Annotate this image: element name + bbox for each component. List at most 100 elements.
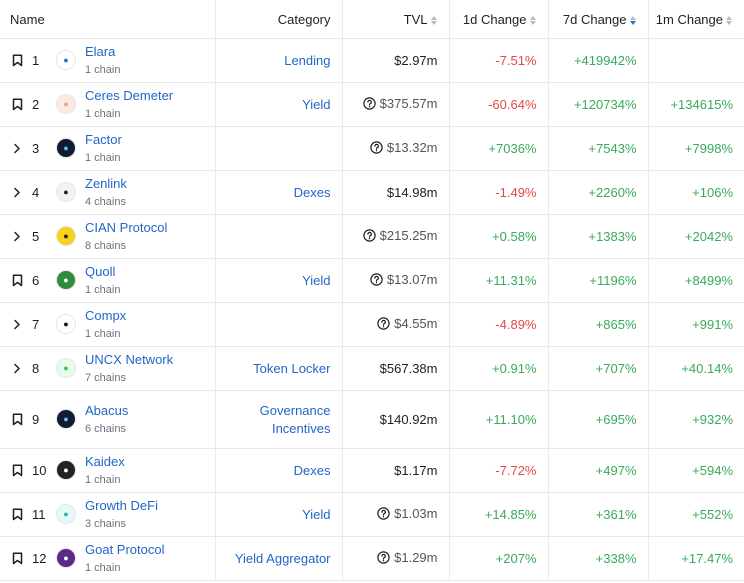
change-1m: +134615%	[648, 82, 744, 127]
table-row[interactable]: 6 ● Quoll 1 chain Yield $13.07m +11.31% +1196% +…	[0, 258, 744, 303]
question-circle-icon[interactable]	[377, 317, 390, 333]
tvl-value: $567.38m	[379, 361, 438, 376]
category-link[interactable]: Dexes	[215, 448, 343, 493]
protocol-name-link[interactable]: Abacus	[85, 402, 129, 418]
table-row[interactable]: 1 ● Elara 1 chain Lending $2.97m -7.51% +419942…	[0, 38, 744, 83]
question-circle-icon[interactable]	[362, 229, 376, 245]
category-link[interactable]	[215, 126, 343, 171]
table-row[interactable]: 9 ● Abacus 6 chains Governance Incentives $14…	[0, 390, 744, 449]
header-7d-change[interactable]: 7d Change	[548, 0, 649, 39]
category-link[interactable]: Yield	[215, 258, 343, 303]
category-link[interactable]	[215, 302, 343, 347]
protocol-name-link[interactable]: Compx	[85, 307, 127, 323]
protocol-name-link[interactable]: Goat Protocol	[85, 541, 165, 557]
table-row[interactable]: 11 ● Growth DeFi 3 chains Yield $1.03m +14.85%…	[0, 492, 744, 537]
chevron-right-icon[interactable]	[10, 317, 24, 331]
change-1m: +40.14%	[648, 346, 744, 391]
chain-count: 1 chain	[85, 107, 121, 120]
growth-defi-logo: ●	[56, 504, 76, 525]
sort-desc-active-icon	[629, 15, 637, 26]
protocol-name-link[interactable]: CIAN Protocol	[85, 219, 168, 235]
category-link[interactable]: Yield Aggregator	[215, 536, 343, 581]
bookmark-icon[interactable]	[10, 551, 24, 565]
category-link[interactable]: Yield	[215, 492, 343, 537]
cell-name: 7 ● Compx 1 chain	[0, 302, 216, 347]
question-circle-icon[interactable]	[362, 97, 376, 113]
header-name[interactable]: Name	[0, 0, 216, 39]
cell-name: 10 ● Kaidex 1 chain	[0, 448, 216, 493]
protocol-name-link[interactable]: Ceres Demeter	[85, 87, 174, 103]
protocol-name-link[interactable]: Quoll	[85, 263, 116, 279]
question-circle-icon[interactable]	[370, 273, 383, 289]
chevron-right-icon[interactable]	[10, 185, 24, 199]
protocol-name-link[interactable]: Zenlink	[85, 175, 127, 191]
bookmark-icon[interactable]	[10, 463, 24, 477]
bookmark-icon[interactable]	[10, 273, 24, 287]
chain-count: 1 chain	[85, 283, 121, 296]
uncx-logo: ●	[56, 358, 76, 379]
header-category[interactable]: Category	[215, 0, 343, 39]
change-1d: +7036%	[449, 126, 549, 171]
table-row[interactable]: 2 ● Ceres Demeter 1 chain Yield $375.57m -60.6…	[0, 82, 744, 127]
ceres-demeter-logo: ●	[56, 94, 76, 115]
category-link[interactable]	[215, 214, 343, 259]
chain-count: 1 chain	[85, 151, 121, 164]
chevron-right-icon[interactable]	[10, 229, 24, 243]
bookmark-icon[interactable]	[10, 97, 24, 111]
header-tvl[interactable]: TVL	[342, 0, 450, 39]
bookmark-icon[interactable]	[10, 507, 24, 521]
category-link[interactable]: Yield	[215, 82, 343, 127]
change-7d: +2260%	[548, 170, 649, 215]
change-7d: +695%	[548, 390, 649, 449]
chevron-right-icon[interactable]	[10, 361, 24, 375]
tvl-value: $13.07m	[386, 272, 438, 287]
table-row[interactable]: 12 ● Goat Protocol 1 chain Yield Aggregator $…	[0, 536, 744, 581]
change-7d: +865%	[548, 302, 649, 347]
bookmark-icon[interactable]	[10, 53, 24, 67]
protocol-name-link[interactable]: Factor	[85, 131, 122, 147]
table-row[interactable]: 4 ● Zenlink 4 chains Dexes $14.98m -1.49% +2260…	[0, 170, 744, 215]
protocol-name-link[interactable]: UNCX Network	[85, 351, 174, 367]
chain-count: 6 chains	[85, 422, 126, 435]
table-row[interactable]: 10 ● Kaidex 1 chain Dexes $1.17m -7.72% +497% +5…	[0, 448, 744, 493]
bookmark-icon[interactable]	[10, 412, 24, 426]
change-1d: -7.72%	[449, 448, 549, 493]
abacus-logo: ●	[56, 409, 76, 430]
table-row[interactable]: 3 ● Factor 1 chain $13.32m +7036% +7543% +7998%	[0, 126, 744, 171]
cell-name: 6 ● Quoll 1 chain	[0, 258, 216, 303]
tvl-value: $1.17m	[394, 463, 438, 478]
chain-count: 1 chain	[85, 327, 121, 340]
sort-icon	[430, 15, 438, 26]
change-1m: +2042%	[648, 214, 744, 259]
table-row[interactable]: 7 ● Compx 1 chain $4.55m -4.89% +865% +991%	[0, 302, 744, 347]
protocol-name-link[interactable]: Elara	[85, 43, 116, 59]
category-link[interactable]: Governance Incentives	[215, 390, 343, 449]
row-rank: 8	[32, 360, 40, 376]
cell-tvl: $2.97m	[342, 38, 450, 83]
cell-name: 12 ● Goat Protocol 1 chain	[0, 536, 216, 581]
protocol-name-link[interactable]: Kaidex	[85, 453, 125, 469]
header-1m-change[interactable]: 1m Change	[648, 0, 744, 39]
zenlink-logo: ●	[56, 182, 76, 203]
question-circle-icon[interactable]	[377, 507, 390, 523]
elara-logo: ●	[56, 50, 76, 71]
category-link[interactable]: Token Locker	[215, 346, 343, 391]
header-category-label: Category	[277, 11, 331, 27]
change-1m: +991%	[648, 302, 744, 347]
question-circle-icon[interactable]	[370, 141, 383, 157]
row-rank: 9	[32, 411, 40, 427]
category-link[interactable]: Dexes	[215, 170, 343, 215]
chevron-right-icon[interactable]	[10, 141, 24, 155]
sort-icon	[529, 15, 537, 26]
question-circle-icon[interactable]	[377, 551, 390, 567]
row-rank: 5	[32, 228, 40, 244]
cell-tvl: $215.25m	[342, 214, 450, 259]
table-row[interactable]: 5 ● CIAN Protocol 8 chains $215.25m +0.58% +13…	[0, 214, 744, 259]
category-link[interactable]: Lending	[215, 38, 343, 83]
table-header-row: Name Category TVL 1d Change 7d Change 1m…	[0, 0, 744, 39]
change-1m: +17.47%	[648, 536, 744, 581]
table-row[interactable]: 8 ● UNCX Network 7 chains Token Locker $567.3…	[0, 346, 744, 391]
header-1d-change[interactable]: 1d Change	[449, 0, 549, 39]
protocol-name-link[interactable]: Growth DeFi	[85, 497, 158, 513]
row-rank: 6	[32, 272, 40, 288]
